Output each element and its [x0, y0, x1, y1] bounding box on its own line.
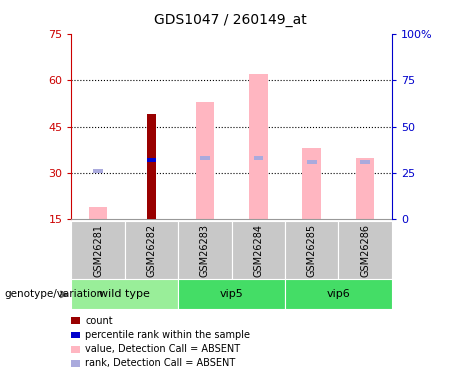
Text: value, Detection Call = ABSENT: value, Detection Call = ABSENT [85, 344, 240, 354]
Bar [249, 74, 268, 219]
Bar [307, 159, 317, 164]
Text: GSM26286: GSM26286 [360, 224, 370, 277]
Bar [231, 221, 285, 279]
Bar [285, 221, 338, 279]
Bar [302, 148, 321, 219]
Bar [178, 221, 231, 279]
Bar [200, 156, 210, 160]
Text: GSM26284: GSM26284 [254, 224, 263, 277]
Bar [285, 279, 392, 309]
Bar [147, 158, 156, 162]
Text: genotype/variation: genotype/variation [5, 290, 104, 299]
Bar [356, 158, 374, 219]
Bar [361, 159, 370, 164]
Text: percentile rank within the sample: percentile rank within the sample [85, 330, 250, 340]
Text: GSM26282: GSM26282 [147, 224, 157, 277]
Bar [89, 207, 107, 219]
Text: vip6: vip6 [326, 290, 350, 299]
Bar [93, 169, 103, 173]
Text: GSM26283: GSM26283 [200, 224, 210, 277]
Bar [195, 102, 214, 219]
Text: vip5: vip5 [220, 290, 243, 299]
Bar [338, 221, 392, 279]
Text: GSM26285: GSM26285 [307, 224, 317, 277]
Text: GSM26281: GSM26281 [93, 224, 103, 277]
Bar [254, 156, 263, 160]
Bar [147, 158, 156, 162]
Bar [178, 279, 285, 309]
Bar [147, 114, 156, 219]
Text: wild type: wild type [100, 290, 150, 299]
Text: count: count [85, 316, 113, 326]
Bar [125, 221, 178, 279]
Text: GDS1047 / 260149_at: GDS1047 / 260149_at [154, 13, 307, 27]
Bar [71, 221, 125, 279]
Text: rank, Detection Call = ABSENT: rank, Detection Call = ABSENT [85, 358, 236, 368]
Bar [71, 279, 178, 309]
